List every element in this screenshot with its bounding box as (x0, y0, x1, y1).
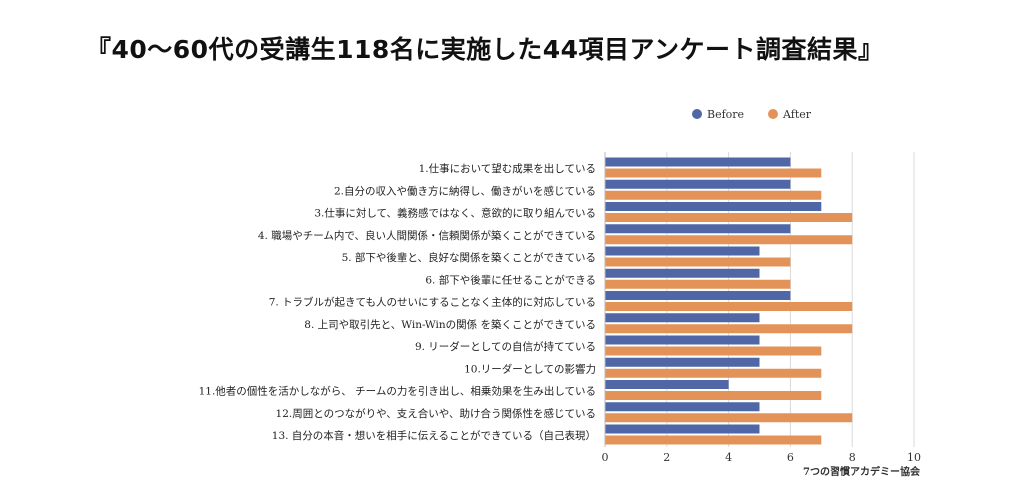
chart-title: 『40〜60代の受講生118名に実施した44項目アンケート調査結果』 (86, 35, 884, 64)
category-label: 1.仕事において望む成果を出している (419, 162, 596, 175)
category-label: 9. リーダーとしての自信が持てている (415, 340, 596, 353)
bar-before (605, 268, 760, 278)
category-label: 4. 職場やチーム内で、良い人間関係・信頼関係が築くことができている (258, 229, 596, 242)
bar-after (605, 435, 822, 445)
category-label: 6. 部下や後輩に任せることができる (425, 273, 596, 286)
legend-label: After (782, 108, 812, 121)
bar-after (605, 413, 853, 423)
bar-after (605, 168, 822, 178)
legend-marker-before (692, 109, 702, 119)
bar-before (605, 424, 760, 434)
x-tick-label: 10 (907, 451, 921, 464)
bar-before (605, 157, 791, 167)
bar-before (605, 380, 729, 389)
bar-before (605, 313, 760, 323)
bar-after (605, 368, 822, 378)
category-label: 10.リーダーとしての影響力 (464, 362, 596, 375)
x-tick-label: 0 (602, 451, 609, 464)
bar-before (605, 246, 760, 256)
bar-after (605, 346, 822, 356)
legend-marker-after (768, 109, 778, 119)
category-label: 5. 部下や後輩と、良好な関係を築くことができている (342, 251, 596, 264)
bar-after (605, 324, 853, 334)
category-label: 3.仕事に対して、義務感ではなく、意欲的に取り組んでいる (314, 207, 596, 220)
bar-after (605, 235, 853, 245)
bar-after (605, 190, 822, 200)
bar-after (605, 279, 791, 289)
bar-before (605, 357, 760, 367)
bar-before (605, 335, 760, 345)
source-label: 7つの習慣アカデミー協会 (803, 465, 920, 478)
bar-before (605, 224, 791, 234)
x-tick-label: 6 (787, 451, 794, 464)
bar-before (605, 402, 760, 412)
bar-after (605, 257, 791, 267)
bar-before (605, 291, 791, 300)
x-tick-label: 4 (725, 451, 732, 464)
bar-after (605, 302, 853, 311)
category-label: 13. 自分の本音・想いを相手に伝えることができている（自己表現） (272, 429, 596, 442)
bar-after (605, 391, 822, 400)
x-tick-label: 8 (849, 451, 856, 464)
bar-after (605, 213, 853, 222)
category-label: 8. 上司や取引先と、Win-Winの関係 を築くことができている (304, 318, 596, 331)
category-label: 2.自分の収入や働き方に納得し、働きがいを感じている (334, 184, 596, 197)
x-tick-label: 2 (663, 451, 670, 464)
bar-before (605, 179, 791, 189)
bar-before (605, 202, 822, 211)
legend-label: Before (707, 108, 744, 121)
category-label: 7. トラブルが起きても人のせいにすることなく主体的に対応している (269, 296, 596, 309)
category-label: 12.周囲とのつながりや、支え合いや、助け合う関係性を感じている (276, 407, 596, 420)
category-label: 11.他者の個性を活かしながら、 チームの力を引き出し、相乗効果を生み出している (199, 385, 596, 398)
